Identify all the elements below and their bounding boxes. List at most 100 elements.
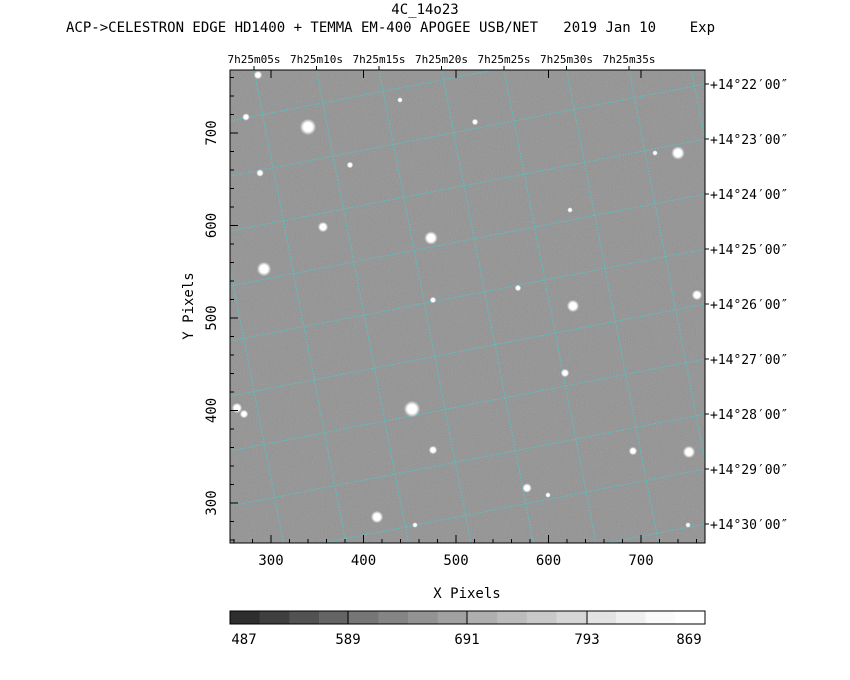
coordinate-grid [230, 0, 705, 543]
ra-tick-label: 7h25m35s [603, 53, 656, 66]
star [256, 261, 272, 277]
x-tick-label: 500 [443, 553, 468, 569]
star [628, 446, 638, 456]
dec-tick-label: +14°23′00″ [710, 133, 788, 148]
colorbar-label: 487 [231, 632, 256, 648]
y-axis-label: Y Pixels [181, 272, 197, 339]
star [545, 492, 551, 498]
colorbar-label: 589 [335, 632, 360, 648]
plot-frame [229, 69, 706, 544]
ra-tick-label: 7h25m25s [478, 53, 531, 66]
image-subtitle: ACP->CELESTRON EDGE HD1400 + TEMMA EM-40… [66, 20, 716, 36]
colorbar-segment [259, 611, 290, 624]
colorbar-segment [645, 611, 676, 624]
dec-tick-label: +14°28′00″ [710, 408, 788, 423]
star [370, 510, 384, 524]
dec-grid-line [230, 83, 705, 177]
dec-tick-label: +14°29′00″ [710, 463, 788, 478]
star [514, 284, 522, 292]
star [317, 221, 329, 233]
star [429, 296, 437, 304]
star [397, 97, 403, 103]
ra-grid-line [503, 70, 597, 543]
colorbar-segment [497, 611, 528, 624]
star [256, 169, 264, 177]
star-field [231, 70, 703, 528]
colorbar-label: 691 [454, 632, 479, 648]
colorbar-segment [289, 611, 320, 624]
star [566, 299, 580, 313]
star [685, 522, 691, 528]
colorbar-segment [348, 611, 379, 624]
sky-noise [230, 70, 705, 543]
colorbar-segment [319, 611, 350, 624]
star [560, 368, 570, 378]
dec-grid-line [230, 193, 705, 287]
y-tick-label: 500 [204, 305, 220, 330]
dec-tick-label: +14°22′00″ [710, 78, 788, 93]
colorbar-segment [556, 611, 587, 624]
dec-grid-line [230, 248, 705, 342]
colorbar-segment [437, 611, 468, 624]
ra-grid-line [566, 70, 659, 543]
ra-tick-label: 7h25m10s [290, 53, 343, 66]
x-tick-label: 600 [536, 553, 561, 569]
star [567, 207, 573, 213]
colorbar-segment [586, 611, 617, 624]
star [242, 113, 250, 121]
y-axis: 300 400 500 600 700 [204, 77, 238, 541]
ra-tick-label: 7h25m20s [415, 53, 468, 66]
colorbar-segment [467, 611, 498, 624]
colorbar-segment [378, 611, 409, 624]
dec-grid-line [230, 138, 705, 232]
y-tick-label: 600 [204, 213, 220, 238]
colorbar [229, 610, 706, 625]
dec-axis: +14°22′00″ +14°23′00″ +14°24′00″ +14°25′00″… [705, 78, 788, 533]
x-tick-label: 700 [628, 553, 653, 569]
x-axis: 300 400 500 600 700 [233, 70, 697, 569]
ra-grid-line [628, 70, 705, 464]
dec-tick-label: +14°26′00″ [710, 298, 788, 313]
colorbar-segment [615, 611, 646, 624]
colorbar-segment [675, 611, 706, 624]
ra-grid-line [316, 70, 409, 543]
star [412, 522, 418, 528]
ra-tick-label: 7h25m30s [540, 53, 593, 66]
dec-grid-line [604, 523, 705, 543]
star [671, 146, 685, 160]
y-tick-label: 400 [204, 398, 220, 423]
star [424, 231, 438, 245]
colorbar-label: 793 [574, 632, 599, 648]
star [652, 150, 658, 156]
dec-grid-line [230, 0, 705, 11]
colorbar-segment [526, 611, 557, 624]
star [471, 118, 479, 126]
x-tick-label: 400 [351, 553, 376, 569]
ra-grid-line [378, 70, 472, 543]
ra-grid-line [230, 265, 284, 543]
image-title: 4C_14o23 [391, 2, 459, 18]
star [346, 161, 354, 169]
star [682, 445, 696, 459]
ra-tick-label: 7h25m05s [228, 53, 281, 66]
ra-grid-line [253, 70, 347, 543]
star [428, 445, 438, 455]
colorbar-segment [408, 611, 439, 624]
dec-grid-line [230, 70, 496, 122]
colorbar-segment [230, 611, 260, 624]
colorbar-labels: 487 589 691 793 869 [231, 611, 702, 648]
x-tick-label: 300 [258, 553, 283, 569]
star [239, 409, 249, 419]
dec-tick-label: +14°25′00″ [710, 243, 788, 258]
x-axis-label: X Pixels [433, 586, 500, 602]
dec-grid-line [230, 413, 705, 507]
y-tick-label: 300 [204, 490, 220, 515]
star [522, 483, 532, 493]
y-tick-label: 700 [204, 120, 220, 145]
dec-tick-label: +14°30′00″ [710, 518, 788, 533]
ra-tick-label: 7h25m15s [353, 53, 406, 66]
dec-grid-line [230, 303, 705, 397]
dec-tick-label: +14°27′00″ [710, 353, 788, 368]
ra-grid-line [441, 70, 534, 543]
